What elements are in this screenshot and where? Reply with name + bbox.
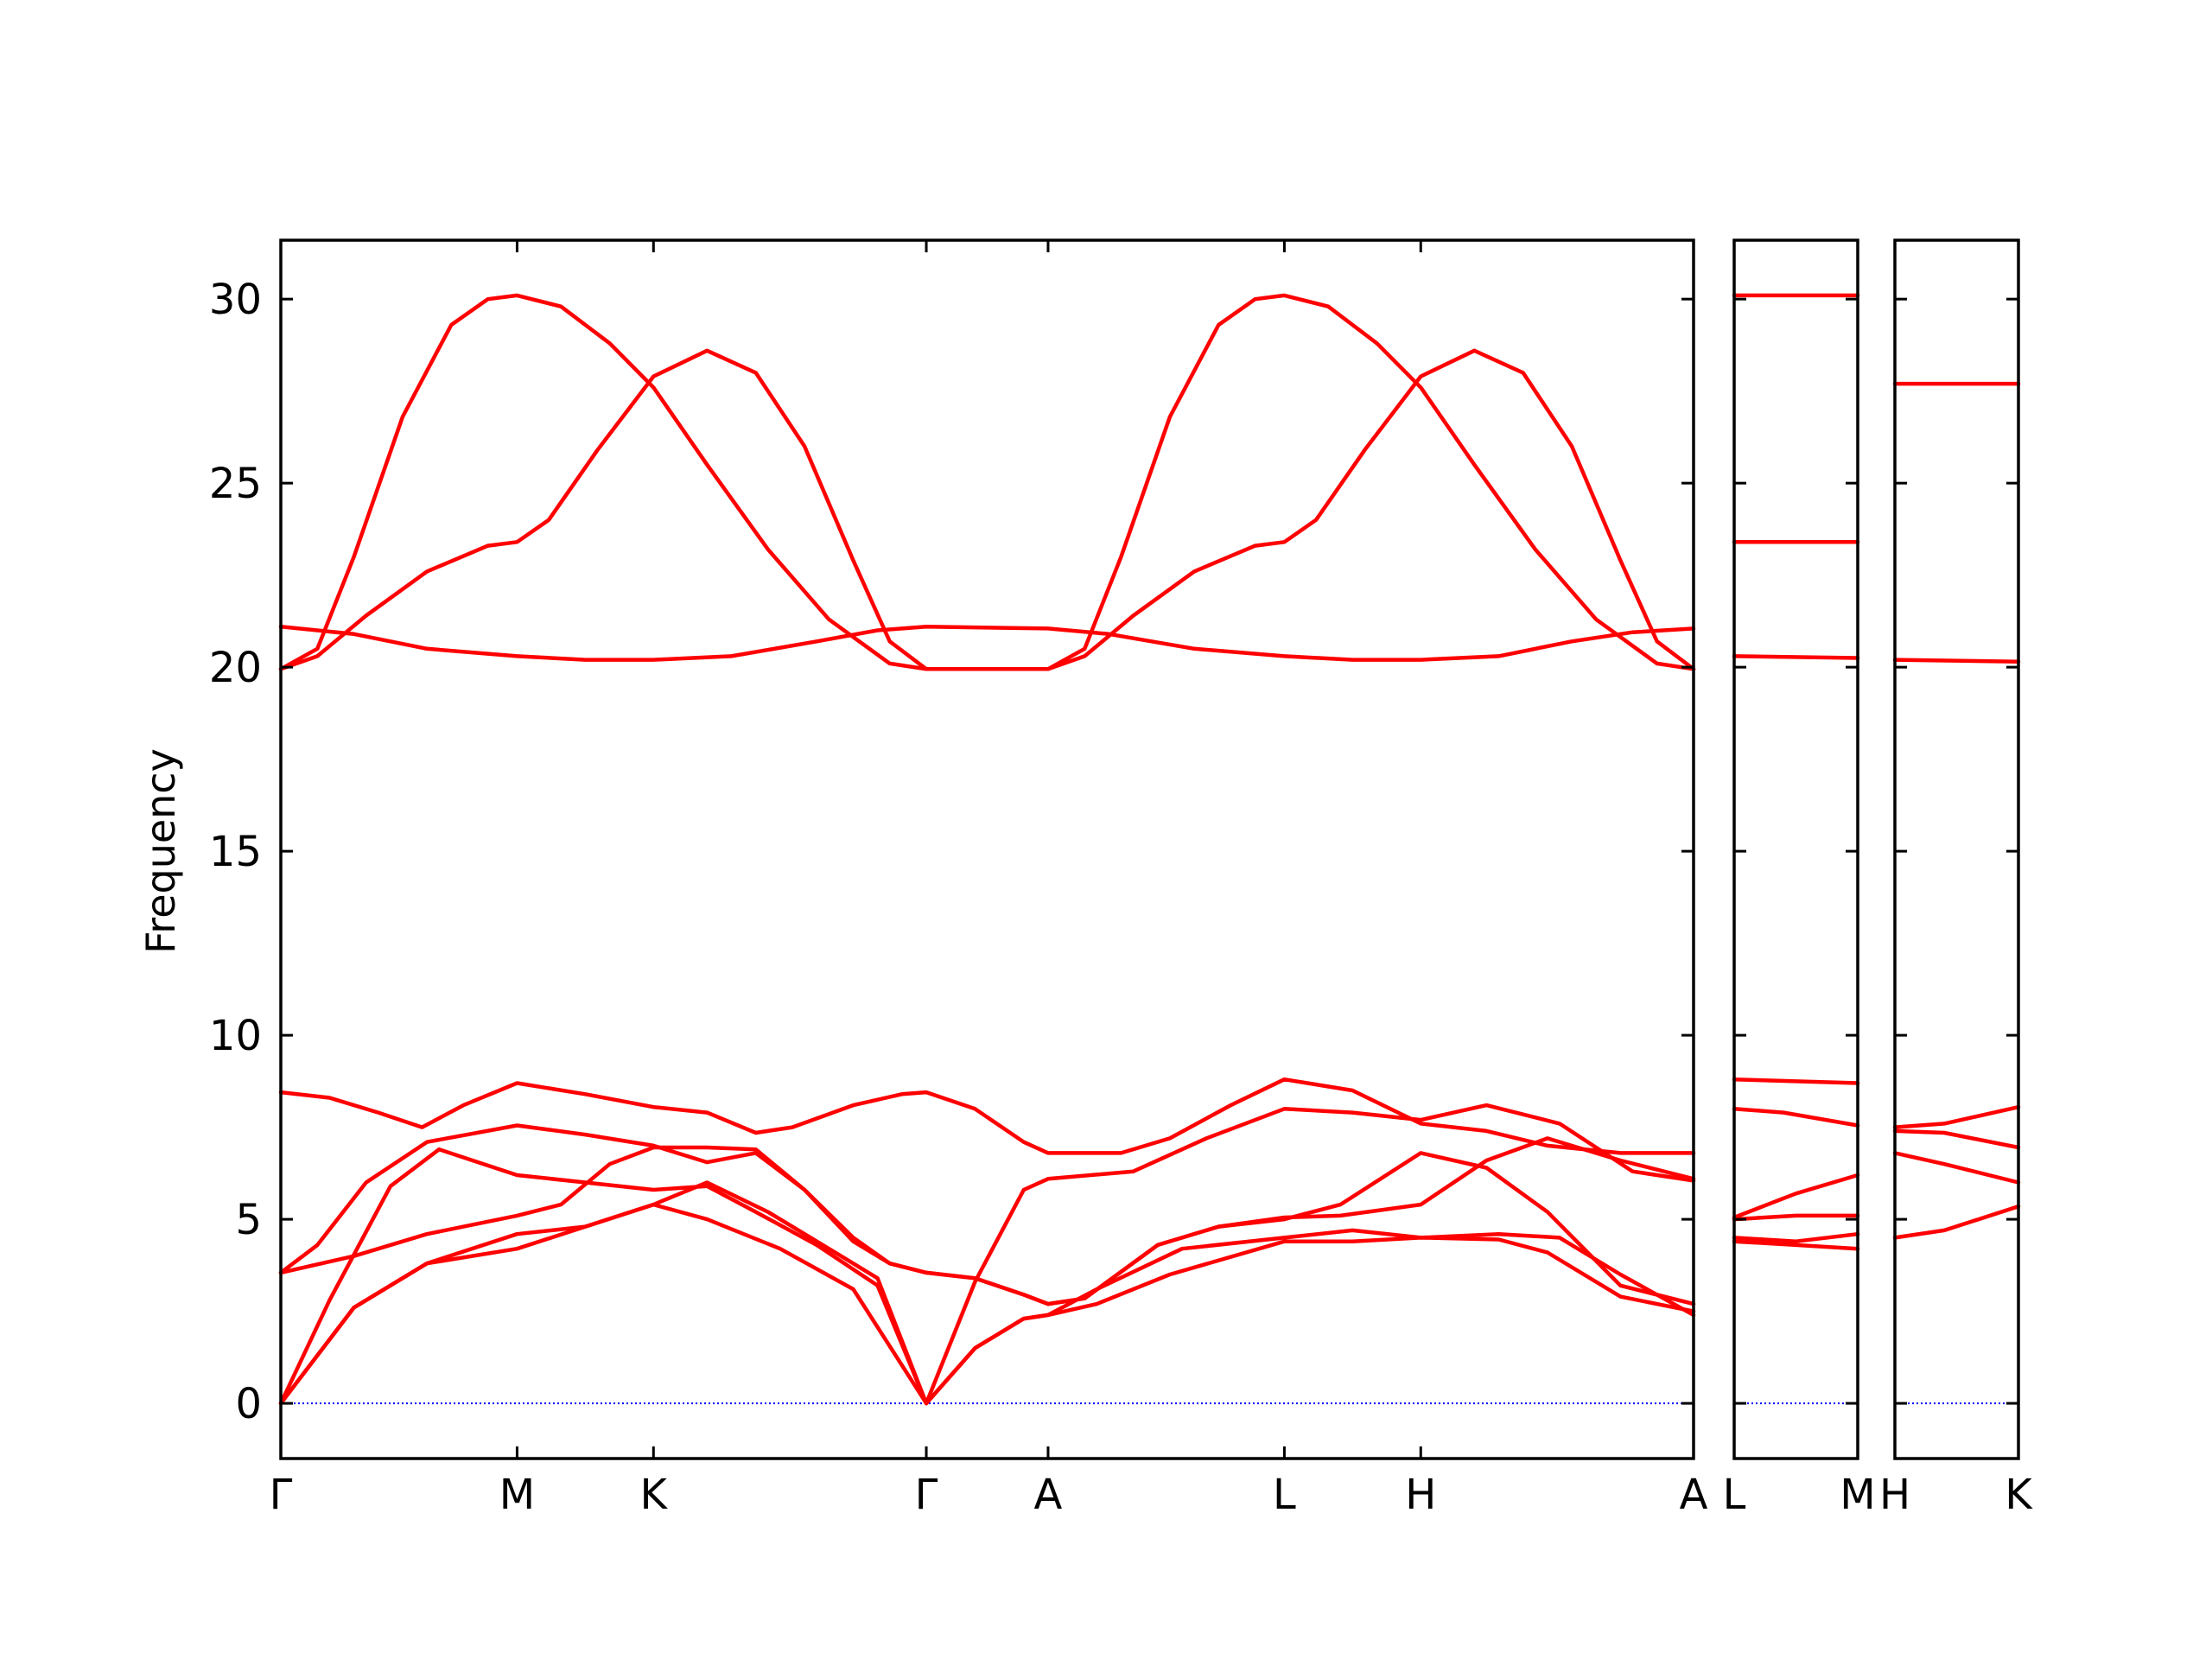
band-line <box>278 348 1696 671</box>
band-line <box>1892 1104 2021 1129</box>
band-line <box>278 625 1696 662</box>
x-tick-label: M <box>499 1471 535 1519</box>
x-tick-label: Γ <box>270 1471 293 1519</box>
band-line <box>1732 1107 1860 1128</box>
panel-main: 0 5 10 15 20 25 30 Γ M K Γ A L H A <box>209 238 1708 1519</box>
y-tick-label: 5 <box>235 1196 262 1244</box>
band-line <box>1732 1213 1860 1222</box>
y-tick-label: 20 <box>209 644 262 692</box>
y-tick-label: 10 <box>209 1012 262 1060</box>
panel-frame <box>1732 238 1859 1460</box>
x-tick-label: L <box>1273 1471 1296 1519</box>
y-tick-label: 0 <box>235 1380 262 1428</box>
x-tick-label: M <box>1840 1471 1875 1519</box>
panel-frame <box>1893 238 2020 1460</box>
band-line <box>1732 654 1860 660</box>
band-line <box>1892 1128 2021 1150</box>
x-tick-label: A <box>1680 1471 1708 1519</box>
x-tick-label: K <box>2005 1471 2033 1519</box>
x-tick-label: L <box>1723 1471 1746 1519</box>
x-tick-label: H <box>1405 1471 1436 1519</box>
band-line <box>278 1077 1696 1155</box>
band-line <box>278 1145 1696 1306</box>
x-tick-label: H <box>1879 1471 1910 1519</box>
band-line <box>278 1103 1696 1406</box>
band-line <box>278 1202 1696 1406</box>
band-line <box>1732 1239 1860 1251</box>
band-line <box>1732 1077 1860 1085</box>
x-tick-label: A <box>1034 1471 1063 1519</box>
y-tick-label: 25 <box>209 460 262 508</box>
band-line <box>1732 1231 1860 1243</box>
band-line <box>1732 1173 1860 1220</box>
band-line <box>278 1180 1696 1406</box>
y-tick-label: 30 <box>209 276 262 324</box>
band-line <box>278 293 1696 671</box>
band-line <box>1892 658 2021 664</box>
band-line <box>1892 1204 2021 1240</box>
band-line <box>278 1123 1696 1306</box>
x-tick-label: Γ <box>915 1471 938 1519</box>
x-tick-label: K <box>640 1471 669 1519</box>
y-tick-label: 15 <box>209 828 262 876</box>
band-line <box>1892 1151 2021 1185</box>
panel-frame <box>279 238 1695 1460</box>
y-axis-label: Frequency <box>137 748 184 954</box>
